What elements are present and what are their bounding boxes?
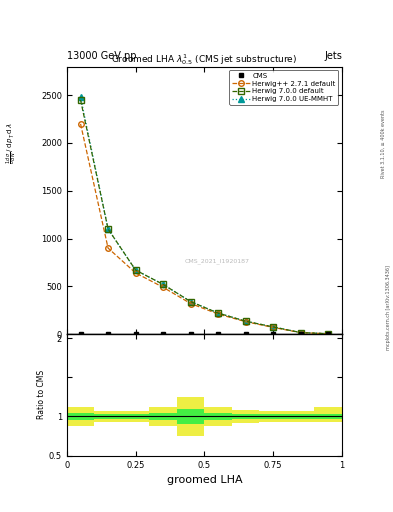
Text: Jets: Jets — [324, 51, 342, 61]
Y-axis label: Ratio to CMS: Ratio to CMS — [37, 370, 46, 419]
Herwig 7.0.0 UE-MMHT — [106, 226, 110, 232]
CMS — [133, 331, 138, 337]
Herwig 7.0.0 UE-MMHT — [188, 298, 193, 305]
Herwig 7.0.0 UE-MMHT — [133, 267, 138, 273]
Herwig 7.0.0 UE-MMHT — [298, 330, 303, 336]
Text: CMS_2021_I1920187: CMS_2021_I1920187 — [185, 258, 250, 264]
Herwig++ 2.7.1 default — [188, 301, 193, 307]
Herwig++ 2.7.1 default — [298, 330, 303, 336]
Herwig 7.0.0 default — [133, 267, 138, 273]
Herwig 7.0.0 UE-MMHT — [243, 318, 248, 324]
CMS — [298, 331, 303, 337]
CMS — [271, 331, 275, 337]
Text: mcplots.cern.ch [arXiv:1306.3436]: mcplots.cern.ch [arXiv:1306.3436] — [386, 265, 391, 350]
Herwig++ 2.7.1 default — [133, 270, 138, 276]
CMS — [216, 331, 220, 337]
Herwig++ 2.7.1 default — [78, 121, 83, 127]
Herwig 7.0.0 default — [106, 226, 110, 232]
CMS — [188, 331, 193, 337]
Herwig++ 2.7.1 default — [326, 331, 331, 337]
CMS — [161, 331, 165, 337]
Line: Herwig 7.0.0 UE-MMHT: Herwig 7.0.0 UE-MMHT — [78, 94, 331, 336]
Herwig 7.0.0 default — [243, 318, 248, 324]
Herwig 7.0.0 default — [161, 281, 165, 287]
Text: $\frac{1}{\sigma}\frac{d\sigma}{dN}\,/\,\mathrm{d}\,p_T\,\mathrm{d}\,\lambda$: $\frac{1}{\sigma}\frac{d\sigma}{dN}\,/\,… — [5, 122, 19, 164]
Line: CMS: CMS — [79, 332, 330, 336]
Text: 13000 GeV pp: 13000 GeV pp — [67, 51, 136, 61]
CMS — [326, 331, 331, 337]
Herwig++ 2.7.1 default — [243, 318, 248, 325]
Herwig 7.0.0 UE-MMHT — [78, 94, 83, 100]
Herwig++ 2.7.1 default — [271, 324, 275, 330]
Herwig++ 2.7.1 default — [216, 311, 220, 317]
Herwig 7.0.0 default — [271, 324, 275, 330]
Legend: CMS, Herwig++ 2.7.1 default, Herwig 7.0.0 default, Herwig 7.0.0 UE-MMHT: CMS, Herwig++ 2.7.1 default, Herwig 7.0.… — [230, 70, 338, 105]
Line: Herwig 7.0.0 default: Herwig 7.0.0 default — [78, 97, 331, 336]
Herwig 7.0.0 default — [188, 298, 193, 305]
Herwig 7.0.0 UE-MMHT — [326, 331, 331, 337]
Herwig 7.0.0 default — [298, 330, 303, 336]
Herwig++ 2.7.1 default — [106, 245, 110, 251]
Herwig 7.0.0 UE-MMHT — [216, 310, 220, 316]
Line: Herwig++ 2.7.1 default: Herwig++ 2.7.1 default — [78, 121, 331, 336]
Herwig 7.0.0 default — [216, 310, 220, 316]
Herwig 7.0.0 default — [78, 97, 83, 103]
Herwig 7.0.0 UE-MMHT — [161, 281, 165, 287]
CMS — [78, 331, 83, 337]
CMS — [106, 331, 110, 337]
Herwig++ 2.7.1 default — [161, 284, 165, 290]
CMS — [243, 331, 248, 337]
Herwig 7.0.0 UE-MMHT — [271, 324, 275, 330]
X-axis label: groomed LHA: groomed LHA — [167, 475, 242, 485]
Title: Groomed LHA $\lambda^{1}_{0.5}$ (CMS jet substructure): Groomed LHA $\lambda^{1}_{0.5}$ (CMS jet… — [111, 52, 298, 67]
Herwig 7.0.0 default — [326, 331, 331, 337]
Text: Rivet 3.1.10, ≥ 400k events: Rivet 3.1.10, ≥ 400k events — [381, 109, 386, 178]
